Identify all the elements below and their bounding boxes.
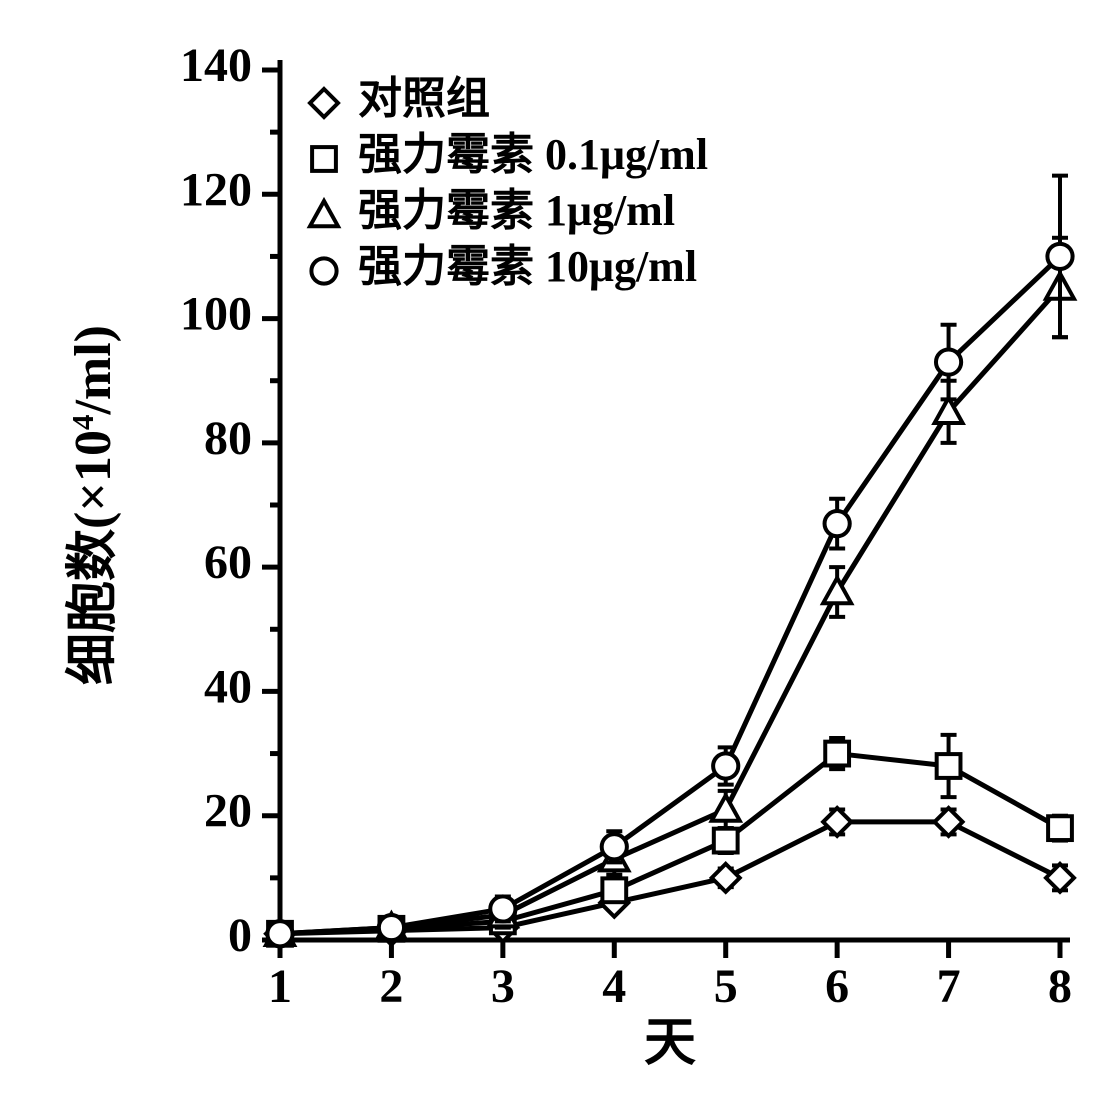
- x-tick-label: 3: [491, 960, 515, 1013]
- y-axis-label: 细胞数(×104/ml): [64, 325, 122, 685]
- y-tick-label: 80: [204, 412, 252, 465]
- x-axis-label: 天: [644, 1015, 696, 1072]
- y-tick-label: 60: [204, 536, 252, 589]
- x-tick-label: 1: [268, 960, 292, 1013]
- y-tick-label: 140: [180, 39, 252, 92]
- x-tick-label: 6: [825, 960, 849, 1013]
- y-tick-label: 0: [228, 909, 252, 962]
- y-tick-label: 120: [180, 163, 252, 216]
- legend-label: 对照组: [358, 74, 490, 123]
- x-tick-label: 2: [379, 960, 403, 1013]
- legend-label: 强力霉素 0.1μg/ml: [358, 130, 708, 179]
- x-tick-label: 4: [602, 960, 626, 1013]
- y-tick-label: 40: [204, 660, 252, 713]
- y-tick-label: 20: [204, 785, 252, 838]
- chart-container: 0 20 40 60 80 100 120 140 1 2 3 4 5 6 7 8 天 细胞数(×104/ml) 对…: [20, 20, 1083, 1086]
- legend-label: 强力霉素 10μg/ml: [358, 242, 697, 291]
- y-tick-label: 100: [180, 288, 252, 341]
- x-tick-label: 8: [1048, 960, 1072, 1013]
- legend-label: 强力霉素 1μg/ml: [358, 186, 675, 235]
- x-tick-label: 5: [714, 960, 738, 1013]
- chart-svg: 0 20 40 60 80 100 120 140 1 2 3 4 5 6 7 8 天 细胞数(×104/ml) 对…: [20, 20, 1083, 1086]
- x-tick-label: 7: [937, 960, 961, 1013]
